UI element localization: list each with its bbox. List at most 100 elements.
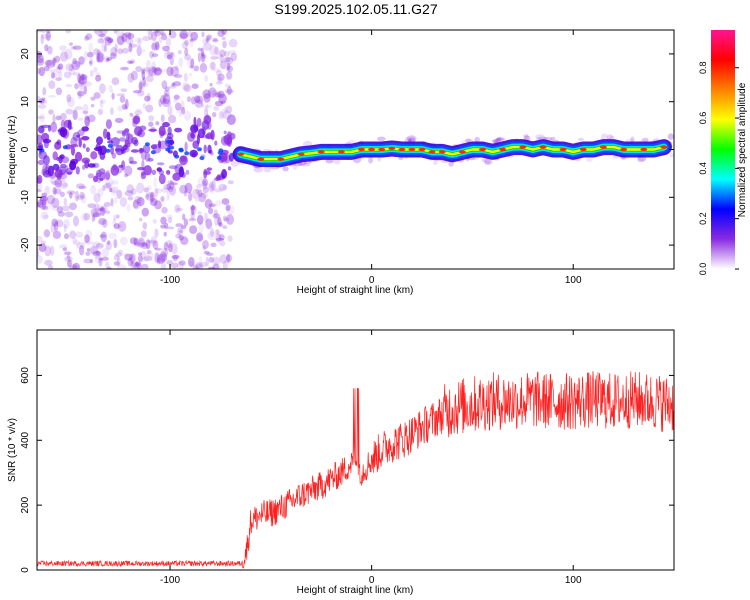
- noise-blob: [164, 90, 170, 97]
- noise-blob: [106, 57, 112, 61]
- noise-blob: [122, 252, 129, 256]
- noise-blob: [47, 45, 53, 55]
- noise-blob: [195, 198, 201, 203]
- noise-blob: [121, 47, 129, 54]
- noise-blob: [109, 187, 113, 193]
- noise-blob: [190, 124, 199, 134]
- x-tick-label: 0: [369, 575, 375, 586]
- noise-blob: [180, 100, 185, 111]
- trace-halo-blob: [433, 159, 438, 166]
- noise-blob: [97, 52, 105, 63]
- noise-blob: [63, 251, 72, 255]
- noise-blob: [45, 164, 50, 176]
- noise-blob: [170, 262, 179, 269]
- noise-blob: [145, 192, 154, 201]
- noise-blob: [189, 225, 198, 235]
- noise-blob: [202, 245, 207, 251]
- noise-blob: [70, 146, 76, 156]
- noise-blob: [128, 253, 136, 264]
- noise-blob: [158, 36, 163, 44]
- noise-blob: [37, 96, 41, 101]
- noise-blob: [76, 195, 85, 200]
- y-tick-label: 10: [20, 96, 31, 108]
- trace-peak-spot: [257, 157, 265, 161]
- noise-blob: [217, 217, 222, 226]
- noise-blob: [217, 30, 225, 37]
- noise-blob: [40, 205, 49, 211]
- noise-blob: [91, 215, 96, 222]
- trace-peak-spot: [277, 157, 285, 161]
- noise-blob: [137, 266, 141, 269]
- noise-blob: [89, 246, 99, 255]
- trace-halo-blob: [300, 163, 311, 167]
- noise-blob: [60, 112, 67, 121]
- noise-blob: [43, 214, 49, 219]
- noise-blob: [199, 261, 207, 268]
- trace-halo-blob: [483, 158, 493, 166]
- noise-blob: [77, 73, 81, 84]
- noise-blob: [172, 172, 181, 181]
- noise-blob: [130, 149, 139, 153]
- trace-halo-blob: [376, 136, 386, 141]
- noise-blob: [72, 45, 82, 50]
- noise-blob: [124, 190, 134, 197]
- noise-blob: [85, 33, 93, 40]
- noise-blob: [156, 167, 162, 172]
- noise-blob: [51, 181, 60, 186]
- spectrogram-x-ticks: -100 0 100: [160, 30, 582, 286]
- snr-x-ticks: -100 0 100: [160, 330, 582, 586]
- noise-blob: [213, 209, 218, 217]
- noise-blob: [221, 198, 230, 205]
- noise-core-spot: [184, 151, 190, 156]
- noise-blob: [129, 112, 134, 117]
- noise-blob: [124, 165, 133, 177]
- noise-blob: [208, 207, 214, 215]
- noise-blob: [116, 258, 121, 267]
- noise-blob: [130, 70, 138, 81]
- noise-blob: [37, 254, 43, 264]
- trace-peak-spot: [579, 147, 587, 152]
- noise-blob: [177, 227, 184, 235]
- noise-blob: [121, 32, 128, 43]
- noise-blob: [90, 207, 100, 218]
- noise-blob: [96, 136, 103, 145]
- noise-blob: [70, 264, 78, 269]
- noise-blob: [37, 53, 44, 64]
- noise-blob: [169, 180, 175, 190]
- noise-blob: [227, 235, 233, 242]
- noise-blob: [222, 260, 228, 269]
- noise-core-spot: [166, 139, 171, 144]
- noise-blob: [37, 30, 43, 33]
- noise-blob: [167, 226, 175, 230]
- noise-blob: [47, 124, 52, 132]
- noise-blob: [52, 57, 56, 68]
- noise-blob: [161, 34, 168, 41]
- noise-blob: [44, 259, 53, 266]
- trace-peak-spot: [418, 147, 426, 152]
- noise-blob: [66, 254, 71, 260]
- noise-blob: [171, 82, 175, 87]
- noise-blob: [53, 220, 59, 232]
- noise-blob: [219, 240, 226, 247]
- noise-blob: [163, 247, 169, 258]
- noise-blob: [87, 114, 96, 123]
- noise-blob: [204, 75, 208, 82]
- noise-blob: [91, 241, 101, 248]
- noise-blob: [142, 144, 151, 154]
- noise-blob: [43, 65, 50, 72]
- noise-blob: [183, 84, 192, 93]
- noise-blob: [189, 38, 194, 42]
- noise-blob: [213, 68, 222, 73]
- noise-blob: [119, 236, 128, 246]
- noise-blob: [203, 115, 212, 125]
- noise-blob: [167, 105, 173, 116]
- noise-blob: [44, 245, 52, 257]
- noise-blob: [90, 96, 96, 101]
- noise-blob: [162, 96, 167, 103]
- noise-blob: [226, 214, 234, 225]
- noise-blob: [90, 104, 95, 108]
- noise-blob: [205, 38, 210, 43]
- noise-blob: [215, 233, 222, 243]
- noise-blob: [99, 30, 108, 35]
- noise-blob: [80, 213, 88, 222]
